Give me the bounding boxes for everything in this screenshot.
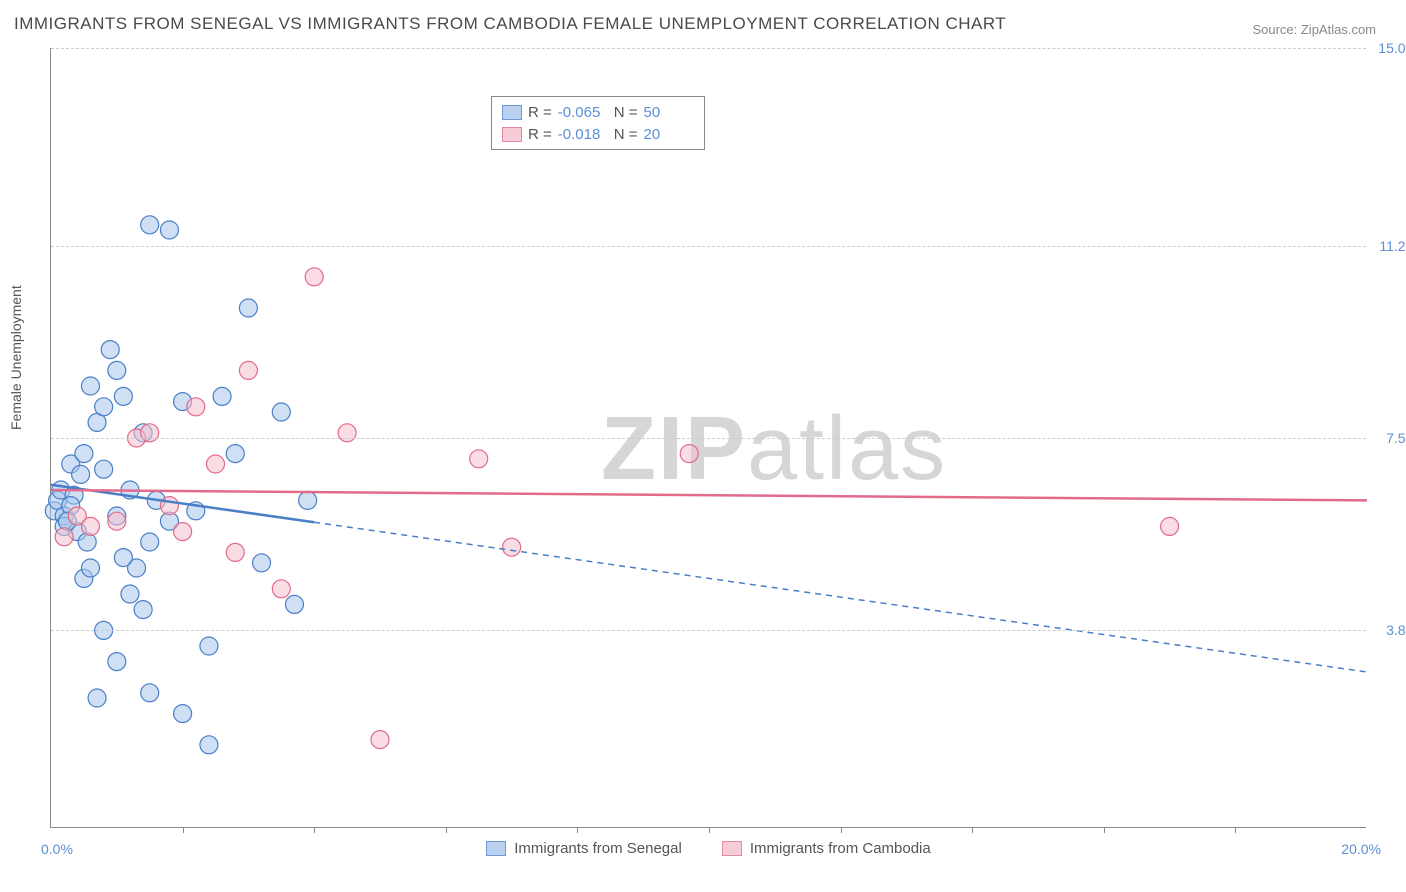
senegal-point: [174, 705, 192, 723]
series-legend: Immigrants from Senegal Immigrants from C…: [51, 840, 1366, 857]
plot-area: ZIPatlas R =-0.065N =50R =-0.018N =20 Im…: [50, 48, 1366, 828]
senegal-point: [72, 465, 90, 483]
cambodia-trend-solid: [51, 490, 1367, 500]
series-name: Immigrants from Senegal: [514, 840, 682, 857]
senegal-point: [272, 403, 290, 421]
y-tick-label: 7.5%: [1386, 430, 1406, 446]
x-tick: [1104, 827, 1105, 833]
series-name: Immigrants from Cambodia: [750, 840, 931, 857]
y-tick-label: 15.0%: [1378, 40, 1406, 56]
senegal-trend-dashed: [314, 522, 1367, 672]
cambodia-point: [239, 361, 257, 379]
senegal-point: [121, 585, 139, 603]
senegal-point: [160, 221, 178, 239]
x-tick: [972, 827, 973, 833]
gridline: [51, 438, 1366, 439]
senegal-point: [95, 460, 113, 478]
cambodia-point: [305, 268, 323, 286]
x-tick: [709, 827, 710, 833]
legend-row-cambodia: R = -0.018 N = 20: [502, 123, 694, 145]
cambodia-point: [55, 528, 73, 546]
senegal-point: [81, 377, 99, 395]
senegal-swatch: [486, 841, 506, 856]
gridline: [51, 630, 1366, 631]
legend-row-senegal: R = -0.065 N = 50: [502, 101, 694, 123]
bottom-legend-senegal: Immigrants from Senegal: [486, 840, 682, 857]
cambodia-point: [371, 731, 389, 749]
cambodia-swatch: [502, 127, 522, 142]
source-label: Source: ZipAtlas.com: [1252, 22, 1376, 37]
senegal-point: [114, 549, 132, 567]
cambodia-point: [470, 450, 488, 468]
cambodia-point: [81, 517, 99, 535]
n-label: N =: [614, 126, 638, 143]
senegal-point: [78, 533, 96, 551]
gridline: [51, 48, 1366, 49]
senegal-point: [213, 387, 231, 405]
x-tick: [446, 827, 447, 833]
cambodia-point: [338, 424, 356, 442]
n-label: N =: [614, 104, 638, 121]
senegal-point: [134, 601, 152, 619]
x-tick: [577, 827, 578, 833]
cambodia-point: [141, 424, 159, 442]
senegal-point: [299, 491, 317, 509]
cambodia-point: [160, 497, 178, 515]
r-label: R =: [528, 126, 552, 143]
senegal-point: [75, 445, 93, 463]
senegal-point: [81, 559, 99, 577]
x-tick: [1235, 827, 1236, 833]
cambodia-point: [108, 512, 126, 530]
x-tick: [314, 827, 315, 833]
senegal-point: [95, 398, 113, 416]
senegal-point: [226, 445, 244, 463]
senegal-point: [253, 554, 271, 572]
n-value: 20: [644, 126, 694, 143]
bottom-legend-cambodia: Immigrants from Cambodia: [722, 840, 931, 857]
y-axis-label: Female Unemployment: [8, 285, 24, 430]
cambodia-point: [174, 523, 192, 541]
senegal-point: [200, 736, 218, 754]
chart-title: IMMIGRANTS FROM SENEGAL VS IMMIGRANTS FR…: [14, 14, 1006, 34]
correlation-legend: R = -0.065 N = 50 R = -0.018 N = 20: [491, 96, 705, 150]
x-min-label: 0.0%: [41, 841, 73, 857]
cambodia-point: [1161, 517, 1179, 535]
cambodia-point: [187, 398, 205, 416]
senegal-point: [239, 299, 257, 317]
cambodia-point: [272, 580, 290, 598]
senegal-swatch: [502, 105, 522, 120]
senegal-point: [101, 341, 119, 359]
gridline: [51, 246, 1366, 247]
cambodia-point: [207, 455, 225, 473]
cambodia-point: [226, 543, 244, 561]
senegal-point: [285, 595, 303, 613]
senegal-point: [114, 387, 132, 405]
cambodia-point: [680, 445, 698, 463]
r-value: -0.065: [558, 104, 608, 121]
senegal-point: [200, 637, 218, 655]
senegal-point: [108, 653, 126, 671]
senegal-point: [141, 684, 159, 702]
x-max-label: 20.0%: [1341, 841, 1381, 857]
x-tick: [841, 827, 842, 833]
senegal-point: [88, 689, 106, 707]
senegal-point: [141, 533, 159, 551]
senegal-point: [108, 361, 126, 379]
n-value: 50: [644, 104, 694, 121]
r-value: -0.018: [558, 126, 608, 143]
cambodia-swatch: [722, 841, 742, 856]
y-tick-label: 3.8%: [1386, 622, 1406, 638]
cambodia-point: [503, 538, 521, 556]
y-tick-label: 11.2%: [1379, 238, 1406, 254]
senegal-point: [141, 216, 159, 234]
x-tick: [183, 827, 184, 833]
r-label: R =: [528, 104, 552, 121]
